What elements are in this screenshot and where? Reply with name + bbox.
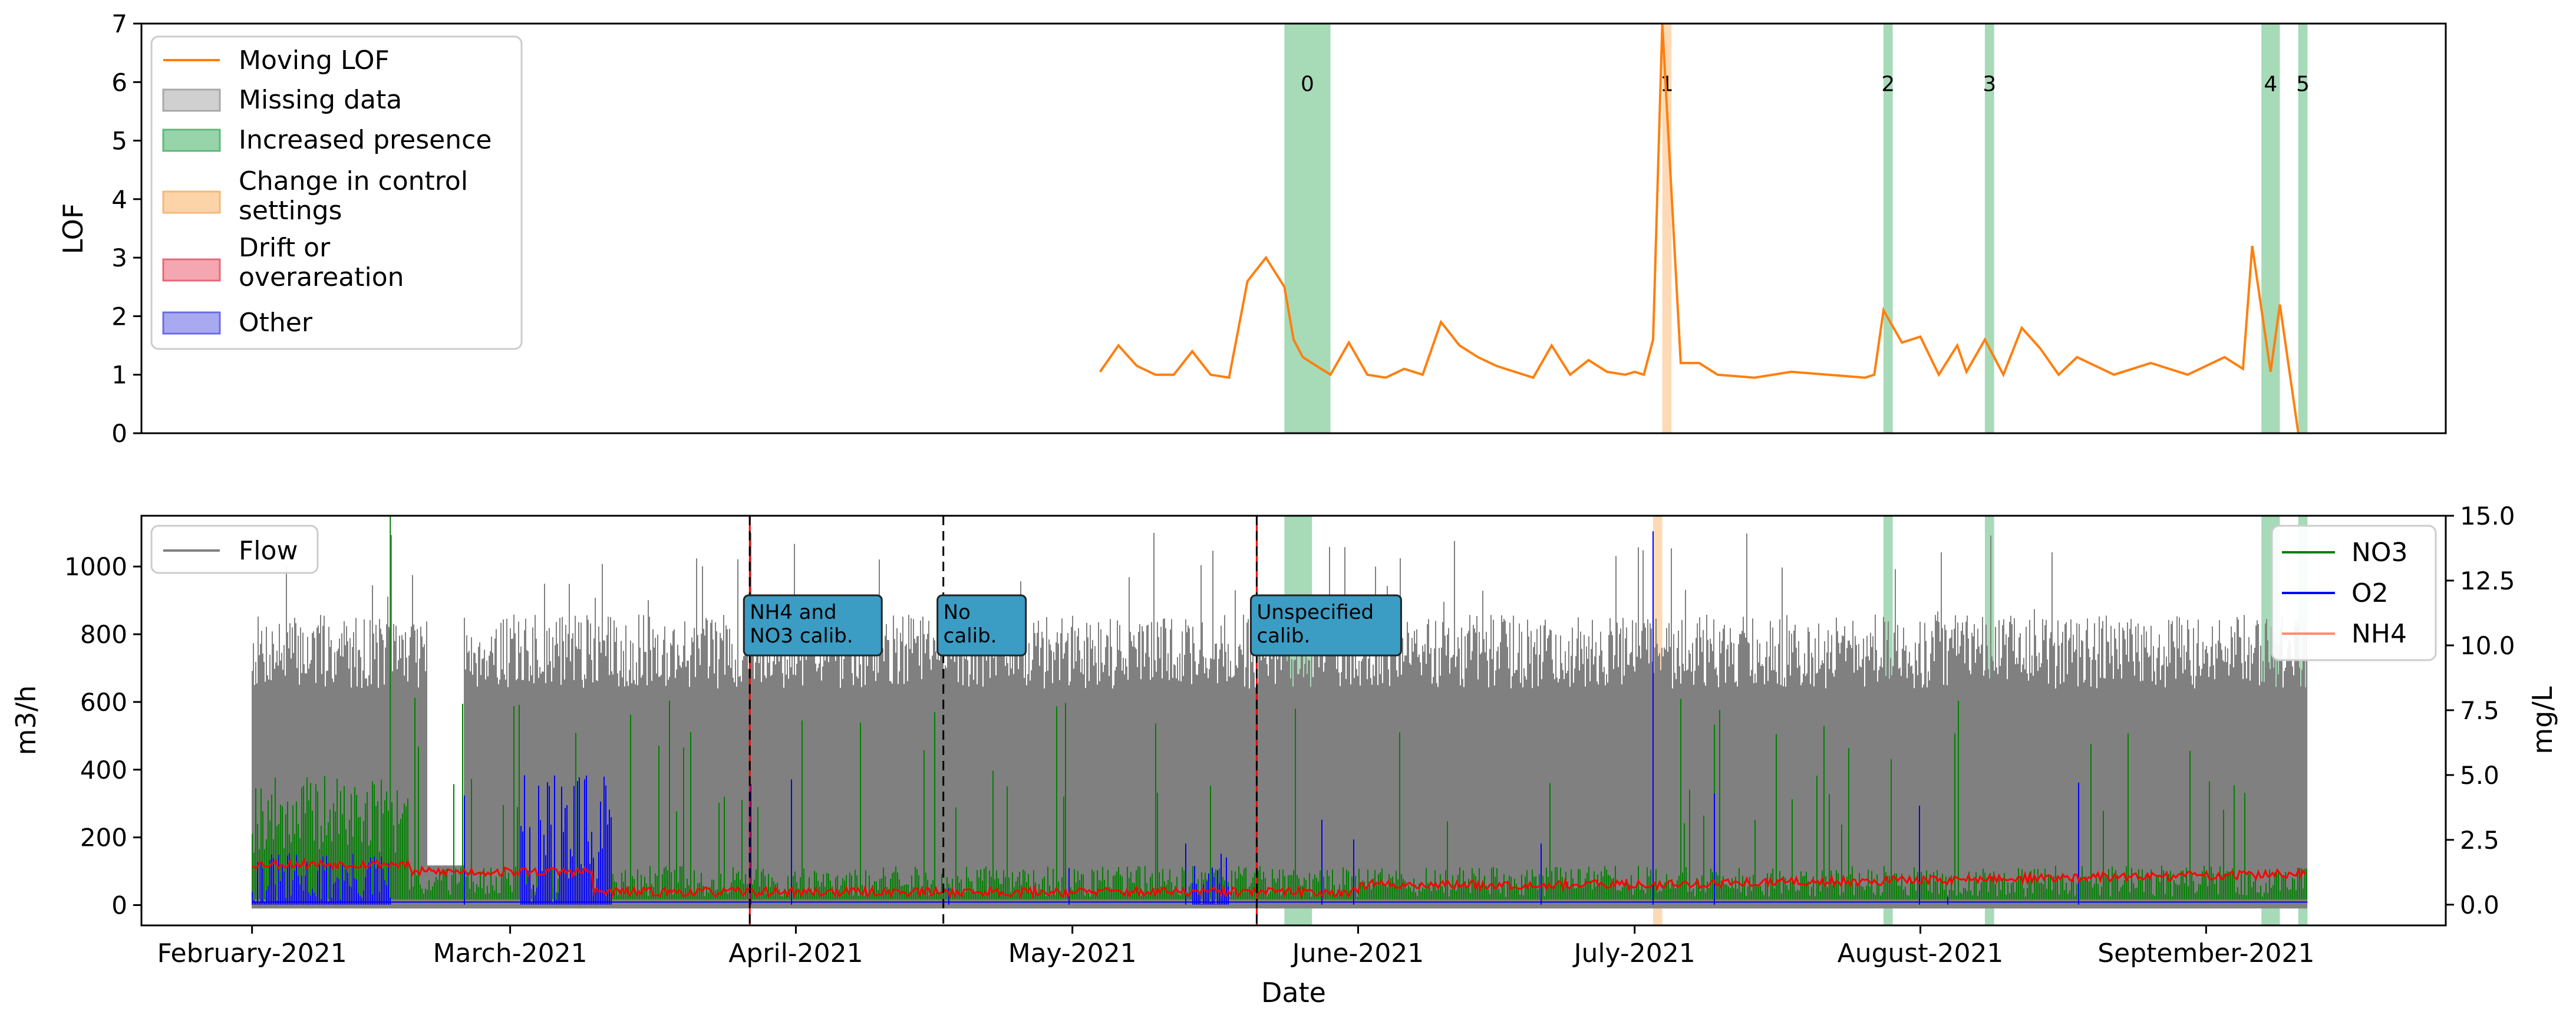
top-band-5	[2298, 24, 2308, 433]
legend-nh4-label: NH4	[2351, 619, 2407, 649]
legend-no3-label: NO3	[2351, 538, 2408, 568]
top-anomaly-bands	[1284, 24, 2308, 433]
bottom-ytick-label-800: 800	[80, 620, 127, 649]
concentration-legend: NO3 O2 NH4	[2271, 525, 2437, 661]
annotation-box-1	[936, 594, 1027, 657]
series-moving-lof	[1099, 23, 2300, 434]
bottom-ytick-label-600: 600	[80, 688, 127, 717]
bottom-ytick-label-0: 0	[111, 891, 127, 920]
top-band-1	[1662, 24, 1672, 433]
annotation-text-1: No	[944, 601, 971, 624]
top-y-axis: 0 1 2 3 4 5 6 7	[111, 9, 141, 448]
legend-drift-label: Drift or	[239, 233, 331, 263]
top-y-axis-label: LOF	[57, 203, 89, 255]
top-band-2	[1883, 24, 1893, 433]
top-band-label-4: 4	[2264, 72, 2277, 96]
legend-other-swatch	[162, 311, 221, 335]
nh4-trace	[252, 857, 2307, 899]
right-ytick-label-5.0: 5.0	[2460, 761, 2499, 790]
legend-flow-label: Flow	[239, 536, 298, 566]
bottom-left-y-axis: 0 200 400 600 800 1000	[64, 552, 141, 920]
top-legend: Moving LOF Missing data Increased presen…	[150, 35, 523, 350]
legend-increased-presence-label: Increased presence	[239, 125, 492, 155]
top-legend-frame	[150, 35, 523, 350]
top-ytick-label-4: 4	[111, 185, 127, 214]
annotation-text-2: Unspecified	[1256, 601, 1374, 624]
x-axis-label: Date	[1261, 977, 1326, 1009]
top-band-0	[1284, 24, 1331, 433]
top-ytick-label-0: 0	[111, 419, 127, 448]
bottom-x-axis: February-2021 March-2021 April-2021 May-202…	[157, 925, 2314, 968]
top-band-3	[1985, 24, 1994, 433]
right-ytick-label-10.0: 10.0	[2460, 631, 2515, 660]
o2-trace	[252, 531, 2308, 905]
annotation-box-2	[1249, 594, 1402, 657]
right-ytick-label-12.5: 12.5	[2460, 566, 2515, 595]
annotation-text2-2: calib.	[1256, 624, 1310, 648]
bottom-ytick-label-400: 400	[80, 756, 127, 785]
flow-legend: Flow	[150, 525, 319, 574]
annotation-text2-1: calib.	[944, 624, 997, 648]
bottom-left-y-axis-label: m3/h	[10, 686, 42, 756]
annotation-text2-0: NO3 calib.	[750, 624, 853, 648]
right-ytick-label-15.0: 15.0	[2460, 502, 2515, 530]
top-band-label-5: 5	[2296, 72, 2310, 96]
series-nh4	[252, 857, 2307, 899]
bottom-ytick-label-200: 200	[80, 823, 127, 852]
annotation-box-0	[743, 594, 883, 657]
legend-drift-swatch	[162, 258, 221, 282]
legend-missing-data-swatch	[162, 88, 221, 112]
xtick-label-2: April-2021	[728, 938, 863, 968]
flow-panel: 0 200 400 600 800 1000 0.0 2.5 5.0 7.5 10.0 12.5 15…	[10, 502, 2558, 1009]
legend-other-label: Other	[239, 308, 313, 338]
top-ytick-label-7: 7	[111, 9, 127, 38]
series-o2	[252, 531, 2308, 905]
right-ytick-label-7.5: 7.5	[2460, 696, 2499, 725]
bottom-ytick-label-1000: 1000	[64, 552, 127, 581]
top-band-label-0: 0	[1301, 72, 1314, 96]
right-ytick-label-0.0: 0.0	[2460, 891, 2499, 920]
xtick-label-0: February-2021	[157, 938, 347, 968]
legend-drift-label-2: overareation	[239, 262, 404, 292]
legend-o2-label: O2	[2351, 578, 2389, 608]
legend-missing-data-label: Missing data	[239, 85, 402, 115]
legend-change-control-swatch	[162, 190, 221, 214]
right-ytick-label-2.5: 2.5	[2460, 826, 2499, 855]
top-band-label-1: 1	[1660, 72, 1674, 96]
top-band-label-2: 2	[1881, 72, 1895, 96]
top-ytick-label-6: 6	[111, 68, 127, 97]
calibration-lines	[748, 516, 1258, 925]
top-ytick-label-2: 2	[111, 302, 127, 331]
legend-increased-presence-swatch	[162, 128, 221, 152]
xtick-label-4: June-2021	[1291, 938, 1424, 968]
annotation-text-0: NH4 and	[750, 601, 836, 624]
top-ytick-label-3: 3	[111, 243, 127, 272]
series-flow	[252, 533, 2307, 909]
top-ytick-label-1: 1	[111, 361, 127, 390]
xtick-label-6: August-2021	[1838, 938, 2004, 968]
legend-moving-lof-label: Moving LOF	[239, 45, 390, 75]
concentration-legend-frame	[2271, 525, 2437, 661]
xtick-label-1: March-2021	[433, 938, 588, 968]
bottom-right-y-axis: 0.0 2.5 5.0 7.5 10.0 12.5 15.0	[2446, 502, 2515, 920]
top-band-label-3: 3	[1983, 72, 1996, 96]
bottom-right-y-axis-label: mg/L	[2526, 686, 2558, 754]
xtick-label-3: May-2021	[1008, 938, 1137, 968]
legend-change-control-label-2: settings	[239, 196, 342, 226]
flow-legend-frame	[150, 525, 319, 574]
xtick-label-5: July-2021	[1572, 938, 1696, 968]
xtick-label-7: September-2021	[2097, 938, 2314, 968]
top-plot-frame	[140, 22, 2447, 434]
bottom-plot-frame	[140, 515, 2447, 927]
top-ytick-label-5: 5	[111, 127, 127, 156]
flow-trace	[252, 533, 2307, 909]
legend-change-control-label: Change in control	[239, 166, 468, 196]
